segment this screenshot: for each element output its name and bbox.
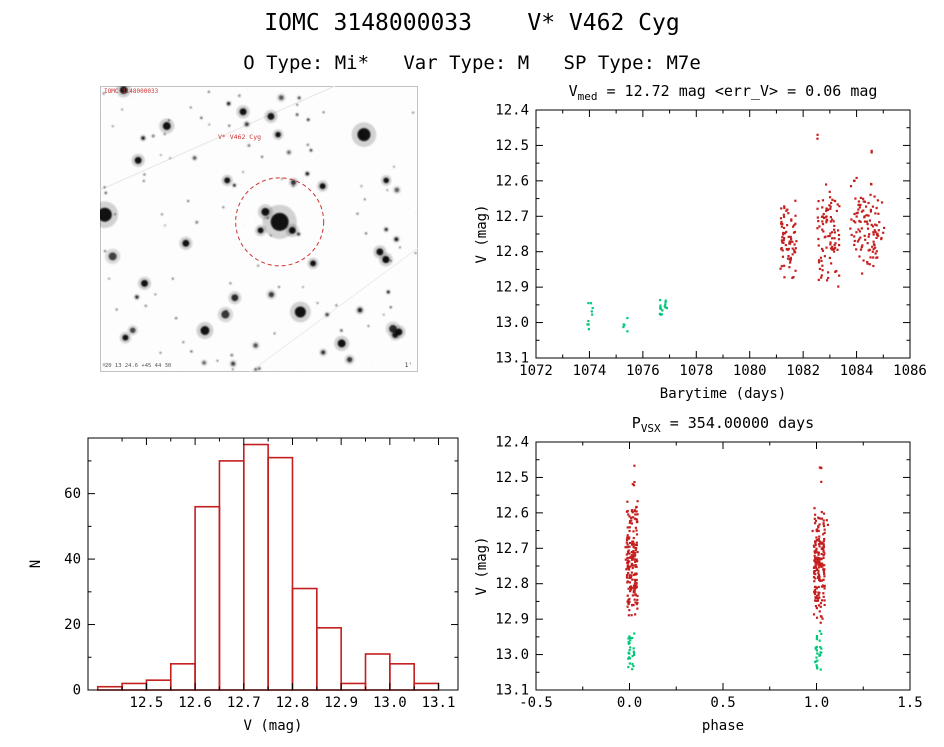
svg-text:12.9: 12.9: [495, 612, 529, 628]
svg-text:V (mag): V (mag): [243, 718, 302, 734]
svg-text:13.0: 13.0: [495, 647, 529, 663]
lightcurve-plot: 1072 1074 1076 1078 1080 1082 1084 1086 12.4 12.5…: [474, 82, 927, 402]
svg-text:13.0: 13.0: [373, 695, 407, 711]
svg-text:phase: phase: [702, 718, 744, 734]
svg-text:1.5: 1.5: [897, 695, 922, 711]
svg-text:V (mag): V (mag): [474, 536, 490, 595]
svg-text:0.5: 0.5: [710, 695, 735, 711]
svg-text:13.0: 13.0: [495, 315, 529, 331]
svg-text:60: 60: [64, 486, 81, 502]
svg-text:13.1: 13.1: [422, 695, 456, 711]
svg-text:1072: 1072: [519, 363, 553, 379]
svg-text:1.0: 1.0: [804, 695, 829, 711]
svg-text:12.9: 12.9: [324, 695, 358, 711]
svg-text:12.6: 12.6: [178, 695, 212, 711]
svg-text:1086: 1086: [893, 363, 927, 379]
finder-annotation-survey: IOMC 3148000033: [104, 88, 159, 95]
svg-text:40: 40: [64, 552, 81, 568]
svg-text:12.8: 12.8: [495, 576, 529, 592]
svg-text:1084: 1084: [840, 363, 874, 379]
svg-text:12.5: 12.5: [495, 138, 529, 154]
svg-text:13.1: 13.1: [495, 351, 529, 367]
svg-text:12.5: 12.5: [130, 695, 164, 711]
svg-text:12.7: 12.7: [227, 695, 261, 711]
svg-text:V (mag): V (mag): [474, 204, 490, 263]
svg-text:1074: 1074: [573, 363, 607, 379]
svg-text:12.6: 12.6: [495, 505, 529, 521]
svg-text:1080: 1080: [733, 363, 767, 379]
svg-text:1076: 1076: [626, 363, 660, 379]
svg-text:12.8: 12.8: [495, 244, 529, 260]
svg-text:12.8: 12.8: [276, 695, 310, 711]
svg-text:12.9: 12.9: [495, 280, 529, 296]
svg-text:0.0: 0.0: [617, 695, 642, 711]
finder-annotation-scale: 1': [404, 362, 412, 369]
svg-text:12.7: 12.7: [495, 541, 529, 557]
svg-text:20: 20: [64, 617, 81, 633]
svg-text:12.4: 12.4: [495, 103, 529, 119]
finder-annotation-target: V* V462 Cyg: [218, 133, 262, 141]
svg-text:1078: 1078: [679, 363, 713, 379]
page-title: IOMC 3148000033 V* V462 Cyg: [264, 10, 680, 36]
histogram-plot: 12.5 12.6 12.7 12.8 12.9 13.0 13.1 0 20 40 60 V (ma…: [28, 437, 459, 734]
star-field-image: [100, 86, 418, 372]
svg-text:0: 0: [73, 683, 81, 699]
svg-text:12.6: 12.6: [495, 173, 529, 189]
svg-text:N: N: [28, 560, 44, 568]
svg-text:12.7: 12.7: [495, 209, 529, 225]
page-subtitle: O Type: Mi* Var Type: M SP Type: M7e: [243, 52, 701, 74]
phase-folded-plot: -0.5 0.0 0.5 1.0 1.5 12.4 12.5 12.6 12.7 12.8 12.9…: [474, 414, 923, 734]
svg-text:-0.5: -0.5: [519, 695, 553, 711]
svg-text:Barytime (days): Barytime (days): [660, 386, 786, 402]
svg-text:13.1: 13.1: [495, 683, 529, 699]
svg-text:12.5: 12.5: [495, 470, 529, 486]
finding-chart: IOMC 3148000033 V* V462 Cyg 20 13 24.6 +…: [100, 86, 418, 372]
svg-text:1082: 1082: [786, 363, 820, 379]
svg-text:Vmed = 12.72 mag <err_V> = 0.0: Vmed = 12.72 mag <err_V> = 0.06 mag: [569, 82, 878, 103]
finder-annotation-coords: 20 13 24.6 +45 44 30: [105, 362, 172, 369]
svg-text:PVSX = 354.00000 days: PVSX = 354.00000 days: [632, 414, 814, 435]
svg-text:12.4: 12.4: [495, 435, 529, 451]
